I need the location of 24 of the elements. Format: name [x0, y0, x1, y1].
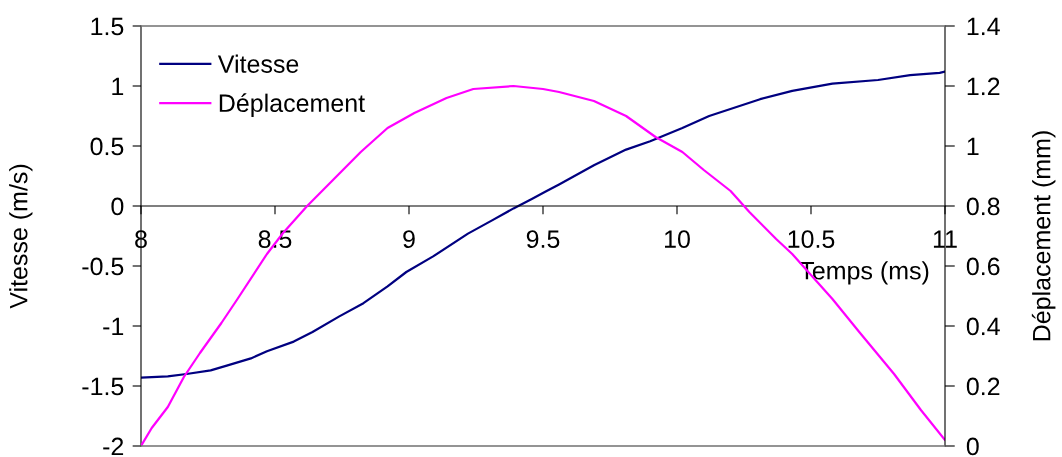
y-tick-label: 0 — [111, 197, 124, 216]
x-tick-label: 9.5 — [526, 230, 560, 248]
x-tick-label: 10.5 — [788, 230, 835, 248]
y-tick-label: -1 — [103, 317, 124, 336]
y2-axis-title: Déplacement (mm) — [1031, 131, 1056, 341]
x-tick-label: 9 — [403, 230, 415, 248]
y-axis-title: Vitesse (m/s) — [9, 164, 33, 309]
y2-tick-label: 0 — [966, 437, 979, 456]
legend-label: Déplacement — [219, 93, 365, 117]
y2-tick-label: 1.4 — [967, 17, 1000, 36]
y2-tick-label: 0.6 — [966, 257, 1000, 276]
legend-label: Vitesse — [217, 54, 299, 73]
y-tick-label: 1 — [112, 77, 124, 96]
y-tick-label: 0.5 — [90, 137, 124, 156]
x-tick-label: 10 — [665, 230, 690, 248]
y2-tick-label: 1.2 — [967, 77, 1000, 96]
y-tick-label: -0.5 — [82, 257, 124, 276]
y2-tick-label: 0.4 — [966, 317, 1000, 336]
y2-tick-label: 0.8 — [966, 197, 1000, 216]
y-tick-label: 1.5 — [91, 17, 124, 36]
y2-tick-label: 1 — [967, 137, 979, 156]
y-tick-label: -2 — [103, 437, 124, 456]
y2-tick-label: 0.2 — [966, 377, 1000, 396]
y-tick-label: -1.5 — [82, 377, 124, 396]
